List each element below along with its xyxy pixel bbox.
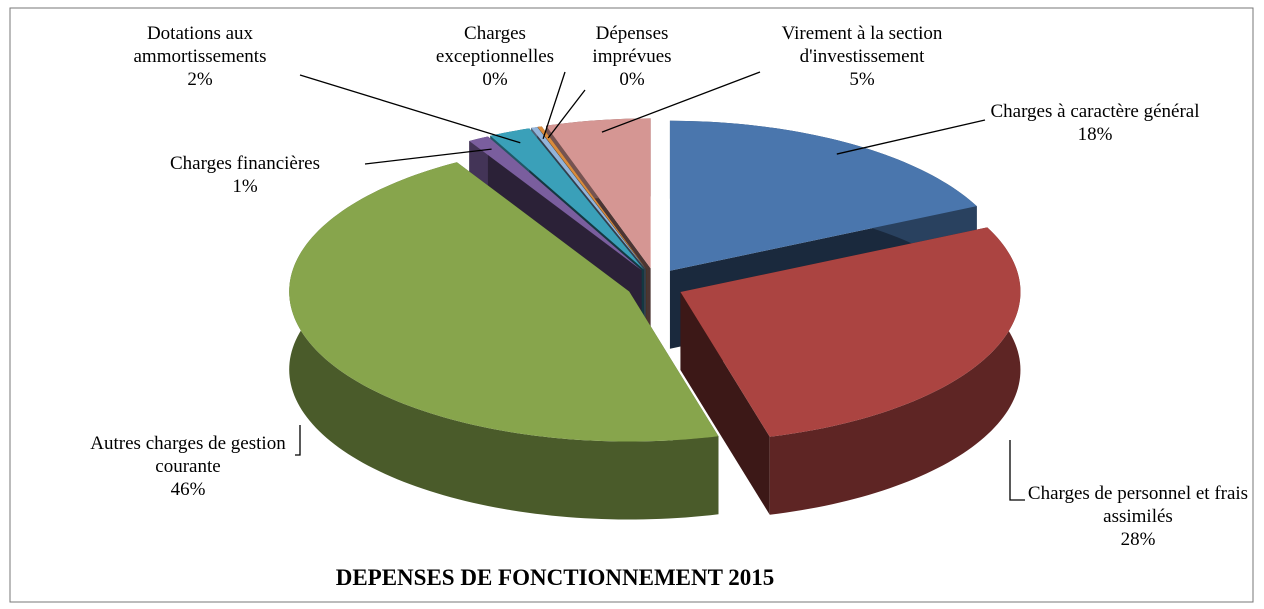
value-label: 18% <box>1077 124 1113 145</box>
category-label: Charges exceptionnelles <box>435 23 555 67</box>
slice-top <box>490 128 644 270</box>
slice-label: Dépenses imprévues 0% <box>572 22 692 91</box>
leader-line <box>601 71 761 133</box>
slice-side <box>680 292 770 515</box>
value-label: 28% <box>1120 529 1156 550</box>
chart-title: DEPENSES DE FONCTIONNEMENT 2015 <box>335 565 775 590</box>
pie-slice <box>289 162 719 520</box>
slice-top <box>537 126 647 270</box>
category-label: Charges de personnel et frais assimilés <box>1027 483 1249 527</box>
value-label: 2% <box>187 69 213 90</box>
slice-label: Dotations aux ammortissements 2% <box>95 22 305 91</box>
slice-top <box>680 227 1021 437</box>
value-label: 5% <box>849 69 875 90</box>
leader-line <box>542 71 566 139</box>
slice-top <box>669 120 977 271</box>
leader-line <box>299 74 521 144</box>
category-label: Virement à la section d'investissement <box>781 23 943 67</box>
value-label: 46% <box>170 479 206 500</box>
category-label: Charges à caractère général <box>990 101 1200 122</box>
category-label: Charges financières <box>169 153 320 174</box>
leader-line <box>1009 440 1025 501</box>
slice-label: Charges à caractère général 18% <box>988 100 1203 146</box>
value-label: 0% <box>619 69 645 90</box>
category-label: Dépenses imprévues <box>592 23 672 67</box>
leader-line <box>547 89 586 139</box>
slice-top <box>469 136 642 271</box>
slice-wall <box>769 227 1021 515</box>
pie-slice <box>680 227 1021 515</box>
leader-line <box>364 148 492 165</box>
leader-line <box>295 425 301 456</box>
category-label: Dotations aux ammortissements <box>133 23 267 67</box>
slice-label: Virement à la section d'investissement 5% <box>727 22 997 91</box>
leader-line <box>836 119 986 155</box>
slice-top <box>289 162 719 442</box>
slice-top <box>531 126 646 270</box>
value-label: 0% <box>482 69 508 90</box>
slice-label: Charges de personnel et frais assimilés 2… <box>1016 482 1261 551</box>
slice-top <box>546 118 651 269</box>
slice-label: Autres charges de gestion courante 46% <box>88 432 288 501</box>
slice-label: Charges exceptionnelles 0% <box>420 22 570 91</box>
slice-label: Charges financières 1% <box>125 152 365 198</box>
category-label: Autres charges de gestion courante <box>90 433 286 477</box>
value-label: 1% <box>232 176 258 197</box>
